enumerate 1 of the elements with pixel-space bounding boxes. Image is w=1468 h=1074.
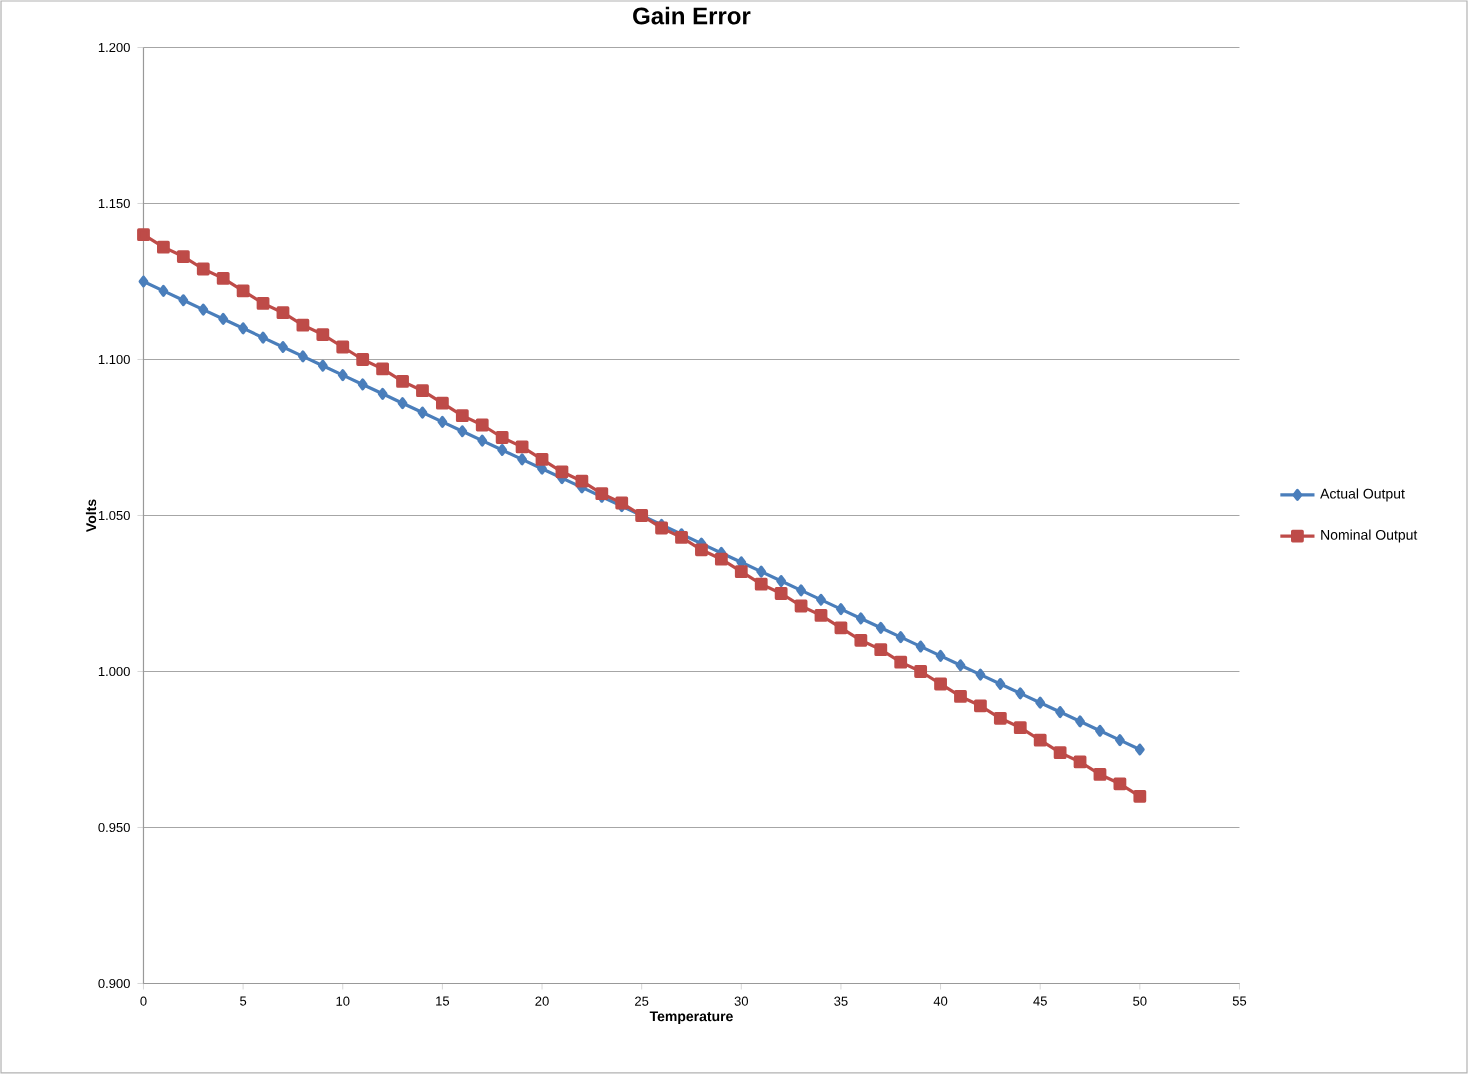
chart-title: Gain Error <box>633 6 751 25</box>
